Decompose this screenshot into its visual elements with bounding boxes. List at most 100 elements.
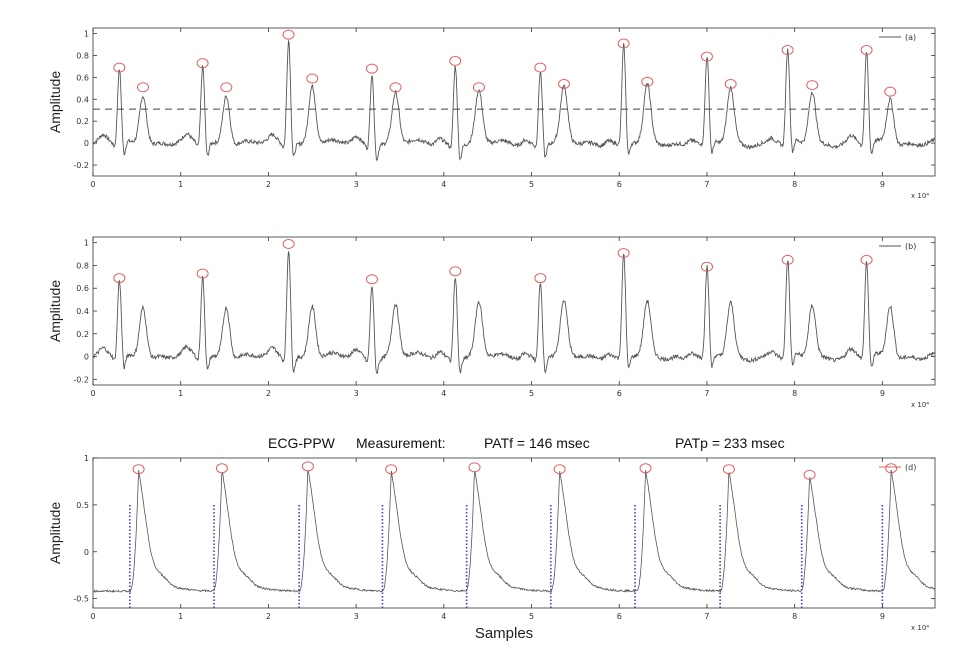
panel-d-xtick-label: 1	[178, 612, 183, 621]
panel-d-peak-marker	[215, 463, 228, 474]
panel-b-ytick-label: -0.2	[73, 375, 89, 384]
panel-a-peak-marker	[557, 79, 570, 90]
panel-d-ytick-label: -0.5	[73, 595, 89, 604]
panel-b: -0.200.20.40.60.810 1 2 3 4 5 6 7 8 9 (b) Amplitu…	[47, 236, 936, 409]
panel-b-xtick-label: 0	[90, 389, 95, 398]
panel-b-xtick-label: 7	[704, 389, 709, 398]
title-patf: PATf = 146 msec	[484, 435, 590, 451]
panel-b-xtick-label: 5	[529, 389, 534, 398]
panel-b-frame	[92, 236, 936, 386]
panel-d-peak-marker	[468, 462, 481, 473]
panel-b-xtick-label: 4	[441, 389, 446, 398]
panel-a-peak-marker	[472, 82, 485, 93]
panel-a-ytick-label: 0.2	[76, 117, 89, 126]
panel-a-ytick-label: 1	[84, 29, 89, 38]
panel-d-peak-marker	[803, 469, 816, 480]
panel-d-xtick-label: 0	[90, 612, 95, 621]
panel-a: -0.2 0 0.2 0.4 0.6 0.8 1 0 1 2 3 4 5 6 7 8 9 (a) Amplitu…	[47, 27, 936, 200]
panel-d: -0.500.510 1 2 3 4 5 6 7 8 9 (d) Amplitude Sample…	[47, 454, 936, 642]
title-patp: PATp = 233 msec	[675, 435, 785, 451]
panel-a-peak-marker	[306, 73, 319, 84]
panel-a-ytick-label: 0	[84, 139, 89, 148]
panel-b-peak-marker	[282, 238, 295, 249]
panel-a-peak-marker	[641, 76, 654, 87]
panel-d-peak-marker	[722, 464, 735, 475]
panel-b-xtick-label: 1	[178, 389, 183, 398]
panel-a-legend-text: (a)	[905, 33, 916, 42]
panel-b-xtick-label: 9	[880, 389, 885, 398]
panel-d-xtick-label: 6	[617, 612, 622, 621]
panel-a-peak-marker	[884, 86, 897, 97]
panel-b-ylabel: Amplitude	[47, 280, 63, 342]
panel-b-x-scale-note: x 10⁴	[911, 401, 929, 409]
panel-b-ytick-label: 0	[84, 353, 89, 362]
panel-d-x-scale-note: x 10⁴	[911, 624, 929, 632]
panel-a-ytick-label: 0.4	[76, 95, 89, 104]
panel-d-peak-marker	[385, 464, 398, 475]
panel-a-ecg-trace	[92, 40, 936, 162]
panel-b-peak-marker	[113, 273, 126, 284]
panel-a-ytick-label: 0.6	[76, 73, 89, 82]
panel-d-peak-marker	[132, 464, 145, 475]
panel-d-xtick-label: 8	[792, 612, 797, 621]
panel-d-xtick-label: 7	[704, 612, 709, 621]
panel-d-xtick-label: 3	[354, 612, 359, 621]
panel-b-ecg-trace	[92, 251, 936, 375]
panel-a-peak-marker	[136, 82, 149, 93]
panel-b-xtick-label: 6	[617, 389, 622, 398]
panel-b-ytick-label: 0.4	[76, 307, 89, 316]
panel-a-ylabel: Amplitude	[47, 71, 63, 133]
panel-d-title: ECG-PPW Measurement: PATf = 146 msec PAT…	[268, 435, 785, 451]
panel-d-ylabel: Amplitude	[47, 502, 63, 564]
panel-a-xtick-label: 7	[704, 180, 709, 189]
panel-d-frame	[92, 457, 936, 609]
panel-a-peak-marker	[860, 45, 873, 56]
panel-d-ytick-label: 0	[84, 548, 89, 557]
panel-a-legend: (a)	[879, 33, 916, 42]
panel-b-peak-marker	[449, 266, 462, 277]
panel-b-peak-marker	[617, 248, 630, 259]
panel-b-peak-marker	[860, 254, 873, 265]
panel-b-legend-text: (b)	[905, 242, 916, 251]
panel-a-peak-marker	[389, 82, 402, 93]
panel-a-peak-marker	[724, 79, 737, 90]
panel-b-peak-marker	[781, 254, 794, 265]
panel-b-ytick-label: 1	[84, 239, 89, 248]
panel-a-xtick-label: 5	[529, 180, 534, 189]
panel-a-xtick-label: 8	[792, 180, 797, 189]
panel-b-ytick-label: 0.2	[76, 330, 89, 339]
panel-b-ytick-label: 0.6	[76, 284, 89, 293]
panel-d-legend: (d)	[879, 463, 916, 472]
panel-b-peak-marker	[534, 273, 547, 284]
panel-b-peak-marker	[700, 261, 713, 272]
panel-d-xtick-label: 5	[529, 612, 534, 621]
panel-d-legend-text: (d)	[905, 463, 916, 472]
panel-a-xtick-label: 9	[880, 180, 885, 189]
panel-a-xtick-label: 3	[354, 180, 359, 189]
panel-a-x-scale-note: x 10⁴	[911, 192, 929, 200]
panel-a-peak-marker	[617, 38, 630, 49]
panel-a-peak-marker	[806, 80, 819, 91]
title-ecg-ppw: ECG-PPW	[268, 435, 336, 451]
panel-a-peak-marker	[196, 58, 209, 69]
panel-d-peak-marker	[885, 463, 898, 474]
panel-d-xlabel: Samples	[475, 625, 533, 642]
panel-a-peak-marker	[365, 63, 378, 74]
panel-a-peak-marker	[700, 51, 713, 62]
panel-a-peak-marker	[781, 45, 794, 56]
panel-b-xtick-label: 3	[354, 389, 359, 398]
panel-d-xtick-label: 2	[266, 612, 271, 621]
panel-a-peak-marker	[534, 62, 547, 73]
panel-b-xtick-label: 2	[266, 389, 271, 398]
panel-a-xtick-label: 6	[617, 180, 622, 189]
panel-a-xtick-label: 4	[441, 180, 446, 189]
panel-d-ytick-label: 1	[84, 454, 89, 463]
panel-a-frame	[92, 27, 936, 177]
panel-d-ppw-trace	[92, 469, 936, 593]
title-measurement: Measurement:	[356, 435, 445, 451]
panel-a-peak-marker	[113, 62, 126, 73]
panel-a-xtick-label: 0	[90, 180, 95, 189]
panel-d-xtick-label: 4	[441, 612, 446, 621]
panel-b-peak-marker	[196, 268, 209, 279]
